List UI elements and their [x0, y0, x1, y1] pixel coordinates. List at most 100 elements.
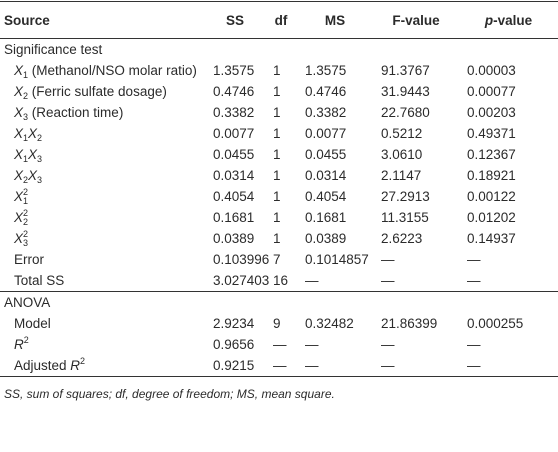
value-cell: 1	[273, 63, 281, 78]
header-cell: df	[265, 1, 297, 39]
source-cell: R2	[0, 334, 205, 355]
value-cell: —	[459, 270, 558, 292]
source-cell: X1X3	[0, 144, 205, 165]
text-part: 2	[80, 356, 86, 366]
value-cell: 1	[273, 189, 281, 204]
text-part: X	[14, 147, 24, 162]
source-cell: X2X3	[0, 165, 205, 186]
text-part: R	[70, 358, 81, 373]
section-title: ANOVA	[4, 295, 51, 310]
data-row: X1X3 0.0455 1 0.0455 3.0610 0.12367	[0, 144, 558, 165]
text-part: 2	[23, 229, 29, 239]
data-row: X2X3 0.0314 1 0.0314 2.1147 0.18921	[0, 165, 558, 186]
text-part: (Reaction time)	[28, 105, 124, 120]
header-cell: Source	[0, 1, 205, 39]
value-cell: 0.0077	[213, 126, 255, 141]
value-cell: 7	[273, 252, 281, 267]
text-part: X	[14, 189, 24, 204]
value-cell: 0.00122	[467, 189, 516, 204]
text-part: 2	[23, 175, 29, 185]
value-cell: 91.3767	[381, 63, 430, 78]
value-cell: 0.5212	[381, 126, 423, 141]
text-part: 3	[37, 154, 43, 164]
text-part: X	[28, 168, 38, 183]
source-cell: X23	[0, 228, 205, 249]
data-row: Adjusted R2 0.9215— — — —	[0, 355, 558, 377]
source-cell: X3 (Reaction time)	[0, 102, 205, 123]
value-cell: 22.7680	[381, 105, 430, 120]
text-part: X	[14, 231, 24, 246]
value-cell: 1	[273, 231, 281, 246]
value-cell: 0.0455	[213, 147, 255, 162]
value-cell: 0.32482	[305, 316, 354, 331]
value-cell: 0.0314	[213, 168, 255, 183]
text-part: -value	[493, 12, 533, 28]
value-cell: 1	[273, 126, 281, 141]
text-part: 1	[23, 133, 29, 143]
text-part: 2	[23, 217, 29, 227]
source-cell: X1 (Methanol/NSO molar ratio)	[0, 60, 205, 81]
source-cell: Error	[14, 252, 44, 267]
text-part: X	[14, 63, 24, 78]
value-cell: 0.4746	[213, 84, 255, 99]
value-cell: —	[265, 355, 297, 377]
value-cell: 0.000255	[467, 316, 524, 331]
value-cell: 1	[273, 168, 281, 183]
value-cell: 0.14937	[467, 231, 516, 246]
text-part: X	[28, 147, 38, 162]
text-part: 2	[37, 133, 43, 143]
value-cell: 0.18921	[467, 168, 516, 183]
text-part: 3	[37, 175, 43, 185]
value-cell: 9	[273, 316, 281, 331]
value-cell: 3.0610	[381, 147, 423, 162]
value-cell: 0.0455	[305, 147, 347, 162]
header-cell: SS	[205, 1, 265, 39]
value-cell: 0.00003	[467, 63, 516, 78]
value-cell: 0.1681	[305, 210, 347, 225]
value-cell: 0.0077	[305, 126, 347, 141]
value-cell: —	[467, 252, 481, 267]
text-part: X	[14, 168, 24, 183]
text-part: X	[14, 210, 24, 225]
text-part: 2	[23, 335, 29, 345]
data-row: Total SS 3.027403 16— — —	[0, 270, 558, 292]
text-part: X	[28, 126, 38, 141]
data-row: X2 (Ferric sulfate dosage) 0.4746 1 0.4746 3…	[0, 81, 558, 102]
text-part: 3	[23, 238, 29, 248]
header-cell: p-value	[459, 1, 558, 39]
source-cell: X1X2	[0, 123, 205, 144]
data-row: Error 0.103996 7 0.1014857 — —	[0, 249, 558, 270]
source-cell: Adjusted R2	[0, 355, 205, 377]
data-row: X21 0.4054 1 0.4054 27.2913 0.00122	[0, 186, 558, 207]
text-part: 3	[23, 112, 29, 122]
value-cell: 11.3155	[381, 210, 429, 225]
section-title: Significance test	[4, 42, 103, 57]
data-row: X3 (Reaction time) 0.3382 1 0.3382 22.7680 0.…	[0, 102, 558, 123]
source-cell: X22	[0, 207, 205, 228]
value-cell: 2.1147	[381, 168, 422, 183]
anova-table: Source SS df MS F-value p-value Significance …	[0, 1, 558, 377]
text-part: 2	[23, 208, 29, 218]
text-part: p	[484, 12, 494, 28]
text-part: 1	[23, 154, 29, 164]
header-cell: F-value	[373, 1, 459, 39]
text-part: (Methanol/NSO molar ratio)	[28, 63, 197, 78]
value-cell: 1.3575	[305, 63, 347, 78]
value-cell: 27.2913	[381, 189, 430, 204]
value-cell: —	[373, 270, 459, 292]
table-body: Significance test X1 (Methanol/NSO molar …	[0, 39, 558, 377]
value-cell: —	[381, 337, 395, 352]
value-cell: 0.103996	[213, 252, 270, 267]
data-row: Model 2.9234 9 0.32482 21.86399 0.000255	[0, 313, 558, 334]
value-cell: 1	[273, 84, 281, 99]
value-cell: 0.1014857	[305, 252, 369, 267]
value-cell: —	[381, 252, 395, 267]
value-cell: 21.86399	[381, 316, 438, 331]
footnote: SS, sum of squares; df, degree of freedo…	[4, 387, 335, 401]
value-cell: 0.49371	[467, 126, 516, 141]
text-part: Adjusted	[14, 358, 71, 373]
value-cell: 1	[273, 210, 281, 225]
text-part: 2	[23, 187, 29, 197]
source-cell: Model	[14, 316, 51, 331]
